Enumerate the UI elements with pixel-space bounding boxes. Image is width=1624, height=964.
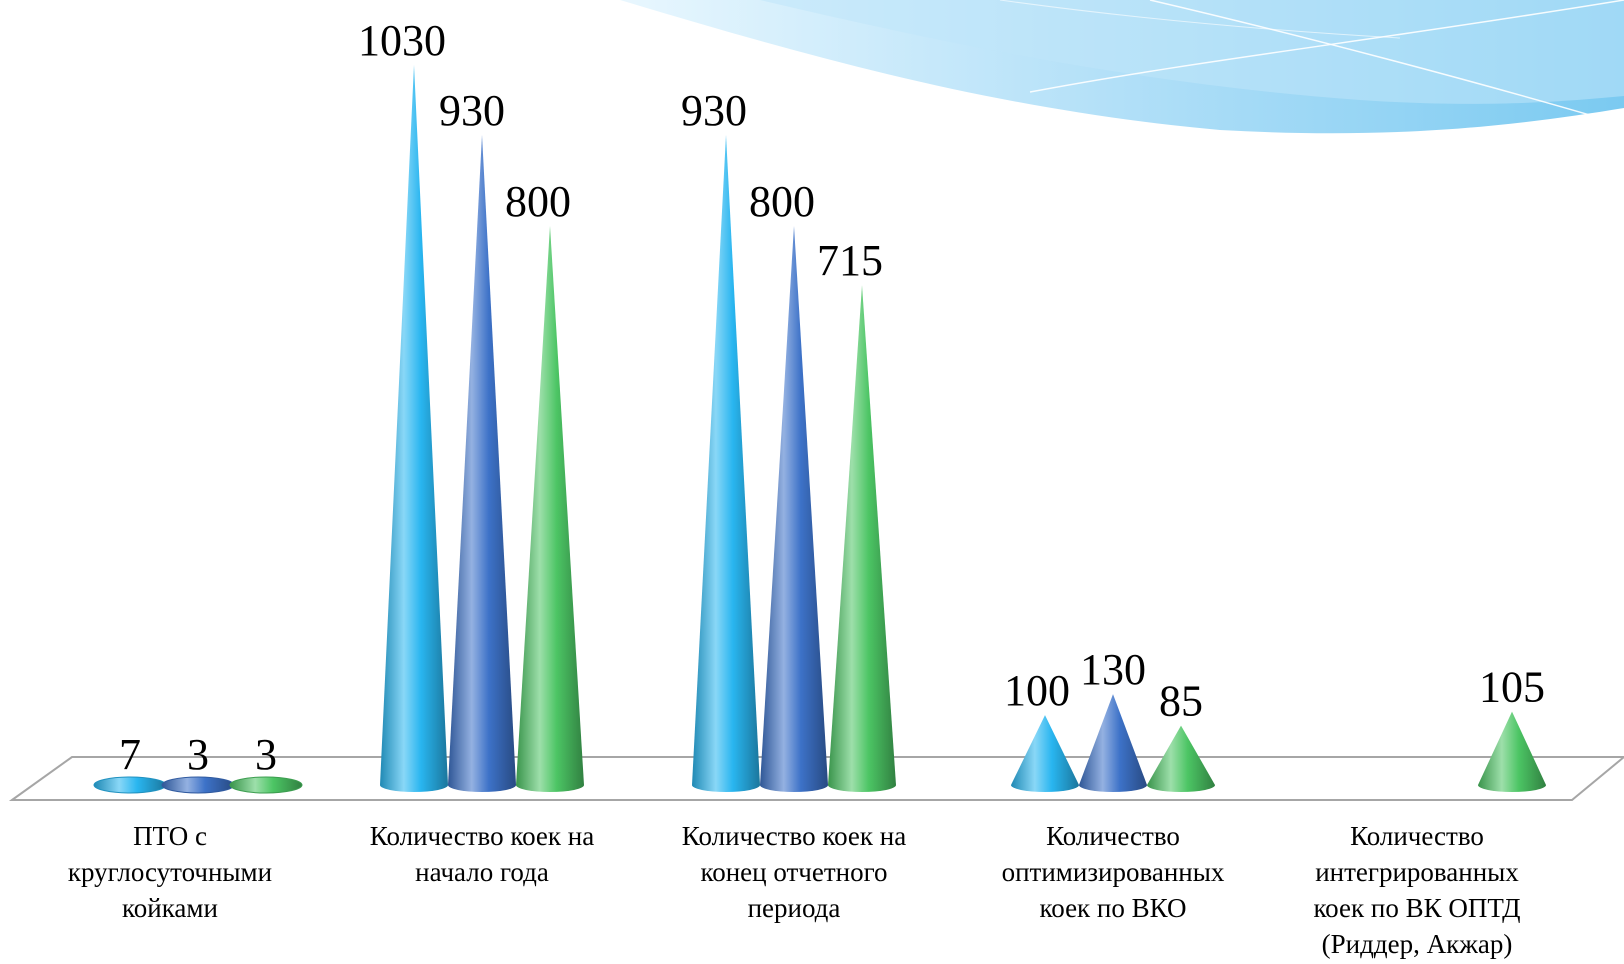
decorative-wave <box>620 0 1624 134</box>
chart-bar <box>1011 715 1079 792</box>
chart-bar <box>828 285 896 792</box>
data-label: 105 <box>1479 663 1545 712</box>
data-label: 930 <box>439 86 505 135</box>
data-label: 930 <box>681 86 747 135</box>
category-label: ПТО с круглосуточными койками <box>67 821 273 923</box>
data-label: 3 <box>187 730 209 779</box>
category-label: Количество коек на конец отчетного перио… <box>681 821 907 923</box>
chart-bar <box>448 134 516 793</box>
chart-bar <box>161 776 235 794</box>
chart-bar <box>93 776 167 794</box>
data-label: 1030 <box>358 16 446 65</box>
chart-bar <box>516 225 584 792</box>
data-label: 85 <box>1159 677 1203 726</box>
chart-bar <box>1478 711 1546 792</box>
chart-bar <box>760 225 828 792</box>
category-label: Количество оптимизированных коек по ВКО <box>1001 821 1225 923</box>
data-label: 130 <box>1080 645 1146 694</box>
chart-bar <box>380 65 448 792</box>
category-label: Количество интегрированных коек по ВК ОП… <box>1313 821 1521 959</box>
chart-bar <box>692 134 760 793</box>
chart-bar <box>229 776 303 794</box>
data-label: 800 <box>505 177 571 226</box>
category-label: Количество коек на начало года <box>369 821 595 887</box>
chart-bar <box>1079 694 1147 792</box>
chart-bar <box>1147 725 1215 792</box>
data-label: 715 <box>817 236 883 285</box>
data-label: 100 <box>1004 666 1070 715</box>
data-label: 800 <box>749 177 815 226</box>
data-label: 3 <box>255 730 277 779</box>
data-label: 7 <box>119 730 141 779</box>
